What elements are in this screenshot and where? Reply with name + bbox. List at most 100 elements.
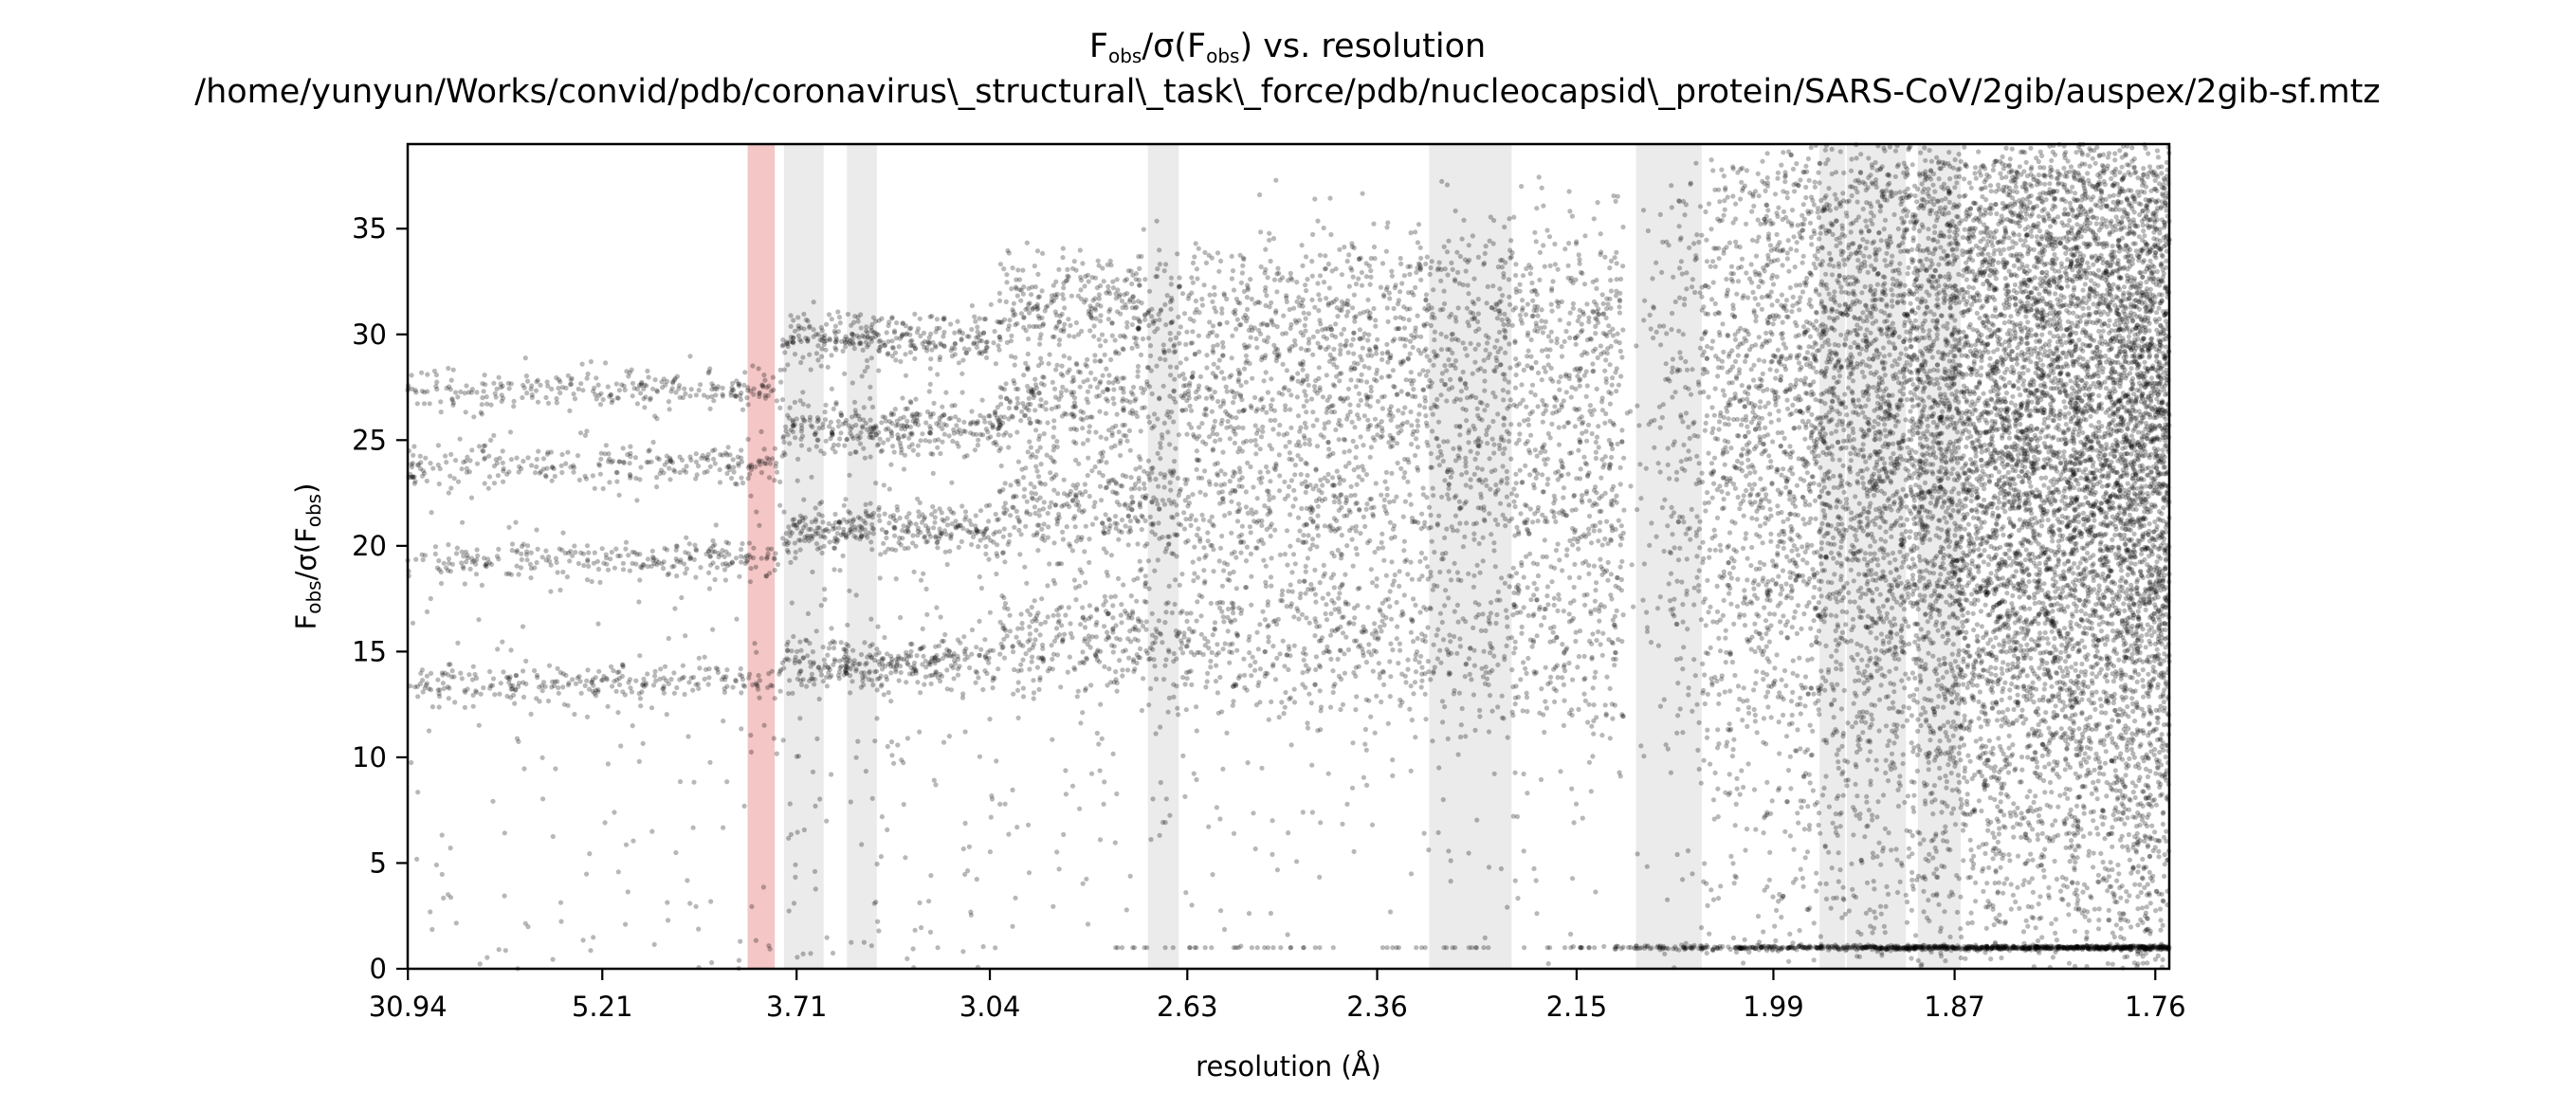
data-point [923, 586, 929, 592]
data-point [1046, 524, 1051, 530]
data-point [1449, 260, 1454, 265]
data-point [688, 675, 694, 681]
data-point [956, 444, 961, 449]
data-point [539, 682, 545, 689]
data-point [1155, 450, 1160, 456]
data-point [717, 480, 723, 485]
data-point [724, 683, 730, 689]
data-point [1128, 486, 1134, 492]
data-point [712, 461, 718, 466]
data-point [757, 393, 762, 399]
data-point [1472, 456, 1478, 462]
data-point [626, 680, 631, 685]
data-point [904, 955, 910, 962]
data-point [511, 692, 517, 698]
data-point [607, 480, 612, 485]
data-point [758, 428, 764, 434]
data-point [557, 390, 563, 396]
data-point [1348, 265, 1354, 271]
data-point [1110, 395, 1116, 401]
data-point [1299, 505, 1305, 512]
data-point [874, 331, 880, 337]
data-point [1296, 295, 1302, 300]
data-point [638, 382, 644, 388]
data-point [658, 467, 665, 473]
data-point [638, 703, 644, 709]
data-point [838, 640, 844, 646]
data-point [1059, 363, 1065, 369]
data-point [860, 425, 866, 430]
data-point [673, 555, 679, 562]
data-point [757, 695, 762, 701]
data-point [1050, 379, 1055, 385]
data-point [1318, 477, 1324, 482]
data-point [962, 509, 969, 515]
data-point [1184, 431, 1190, 437]
data-point [793, 862, 798, 867]
flagged-ranges [747, 144, 1962, 969]
data-point [613, 469, 619, 475]
data-point [637, 696, 644, 701]
data-point [850, 435, 856, 441]
data-point [556, 377, 562, 383]
data-point [731, 464, 737, 470]
data-point [1446, 569, 1452, 574]
data-point [885, 827, 890, 833]
data-point [521, 668, 526, 674]
data-point [772, 446, 778, 451]
data-point [1306, 437, 1312, 443]
data-point [820, 645, 826, 650]
data-point [633, 561, 639, 567]
data-point [545, 449, 551, 455]
data-point [977, 652, 982, 659]
data-point [674, 573, 680, 579]
data-point [737, 672, 743, 678]
data-point [1097, 409, 1103, 414]
data-point [904, 515, 910, 520]
data-point [788, 313, 794, 318]
data-point [879, 420, 885, 426]
data-point [1529, 382, 1536, 388]
data-point [1011, 377, 1016, 384]
data-point [1310, 537, 1316, 542]
data-point [819, 500, 825, 505]
data-point [873, 481, 879, 486]
data-point [1553, 519, 1559, 525]
data-point [632, 455, 639, 461]
data-point [1142, 277, 1148, 282]
data-point [890, 444, 896, 449]
data-point [661, 376, 667, 382]
data-point [1027, 323, 1032, 329]
data-point [998, 401, 1004, 407]
data-point [876, 318, 882, 323]
data-point [1542, 614, 1547, 621]
data-point [1424, 254, 1430, 260]
data-point [652, 673, 658, 679]
data-point [905, 662, 911, 667]
data-point [654, 562, 660, 568]
data-point [1168, 282, 1174, 287]
data-point [812, 431, 817, 437]
data-point [540, 680, 547, 685]
data-point [987, 849, 993, 855]
data-point [738, 554, 744, 559]
data-point [1119, 517, 1125, 523]
data-point [734, 378, 740, 384]
data-point [1490, 418, 1496, 425]
data-point [998, 463, 1004, 469]
data-point [1080, 426, 1086, 431]
data-point [1526, 422, 1531, 428]
data-point [693, 903, 699, 909]
data-point [494, 461, 501, 466]
data-point [868, 454, 873, 460]
data-point [556, 690, 561, 696]
data-point [1444, 398, 1450, 404]
data-point [1586, 315, 1592, 320]
data-point [1008, 513, 1014, 519]
data-point [646, 374, 651, 380]
data-point [437, 465, 443, 472]
data-point [1617, 464, 1623, 470]
data-point [500, 448, 505, 454]
data-point [1053, 367, 1059, 373]
data-point [1061, 326, 1067, 332]
